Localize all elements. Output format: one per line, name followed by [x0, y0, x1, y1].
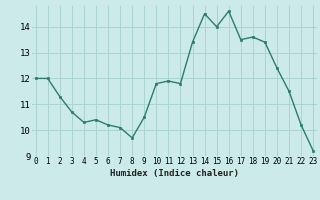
X-axis label: Humidex (Indice chaleur): Humidex (Indice chaleur): [110, 169, 239, 178]
